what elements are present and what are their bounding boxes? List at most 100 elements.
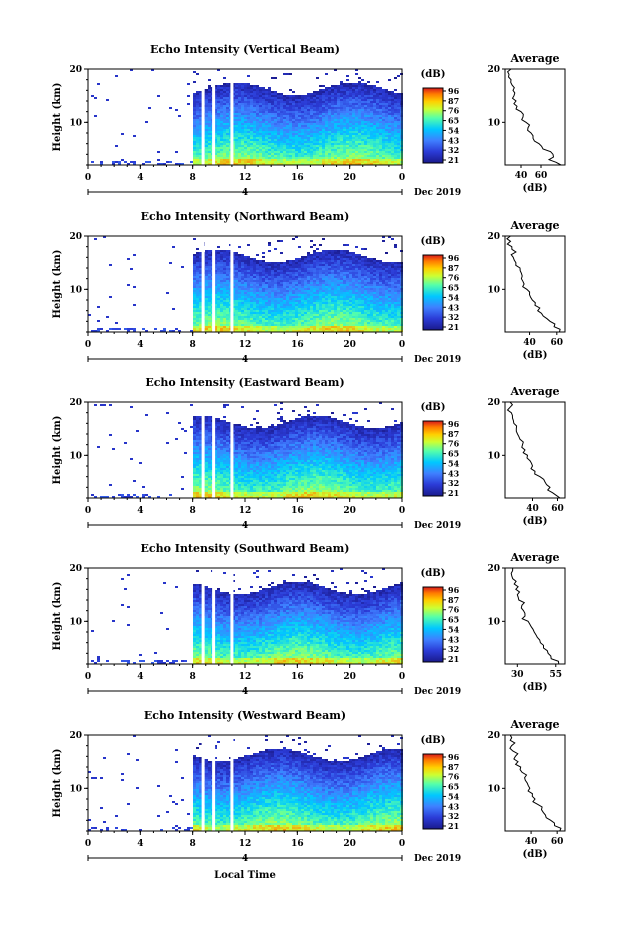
heatmap-cell <box>193 318 196 320</box>
heatmap-cell <box>361 155 364 157</box>
heatmap-cell <box>310 113 313 115</box>
heatmap-cell <box>241 266 244 268</box>
heatmap-cell <box>265 264 268 266</box>
heatmap-cell <box>235 137 238 139</box>
heatmap-cell <box>232 328 235 330</box>
heatmap-cell <box>289 149 292 151</box>
heatmap-cell <box>235 123 238 125</box>
heatmap-cell <box>319 103 322 105</box>
heatmap-cell <box>238 274 241 276</box>
heatmap-cell <box>346 79 349 81</box>
heatmap-cell <box>253 276 256 278</box>
heatmap-cell <box>217 103 220 105</box>
heatmap-cell <box>346 109 349 111</box>
heatmap-cell <box>292 91 295 93</box>
heatmap-cell <box>373 109 376 111</box>
heatmap-cell <box>232 256 235 258</box>
heatmap-cell <box>349 123 352 125</box>
heatmap-cell <box>226 254 229 256</box>
heatmap-cell <box>382 105 385 107</box>
heatmap-cell <box>316 286 319 288</box>
heatmap-cell <box>238 117 241 119</box>
heatmap-cell <box>253 282 256 284</box>
heatmap-cell <box>334 133 337 135</box>
heatmap-cell <box>322 262 325 264</box>
heatmap-cell <box>367 129 370 131</box>
heatmap-cell <box>346 143 349 145</box>
heatmap-cell <box>397 123 400 125</box>
heatmap-cell <box>391 127 394 129</box>
heatmap-cell <box>334 157 337 159</box>
heatmap-cell <box>223 300 226 302</box>
heatmap-cell <box>220 95 223 97</box>
heatmap-cell <box>373 101 376 103</box>
heatmap-cell <box>304 328 307 330</box>
heatmap-cell <box>208 264 211 266</box>
heatmap-cell <box>394 135 397 137</box>
heatmap-cell <box>346 256 349 258</box>
heatmap-cell <box>283 139 286 141</box>
heatmap-cell <box>301 266 304 268</box>
heatmap-cell <box>340 298 343 300</box>
heatmap-cell <box>250 105 253 107</box>
heatmap-cell <box>244 278 247 280</box>
heatmap-cell <box>205 119 208 121</box>
heatmap-cell <box>337 330 340 332</box>
heatmap-cell <box>304 276 307 278</box>
heatmap-cell <box>244 292 247 294</box>
heatmap-cell <box>247 111 250 113</box>
heatmap-cell <box>280 320 283 322</box>
heatmap-cell <box>235 280 238 282</box>
heatmap-cell <box>193 272 196 274</box>
heatmap-cell <box>241 155 244 157</box>
heatmap-cell <box>232 109 235 111</box>
heatmap-cell <box>298 151 301 153</box>
heatmap-cell <box>217 256 220 258</box>
heatmap-cell <box>292 145 295 147</box>
heatmap-cell <box>355 149 358 151</box>
heatmap-cell <box>256 97 259 99</box>
heatmap-cell <box>364 137 367 139</box>
heatmap-cell <box>265 151 268 153</box>
heatmap-cell <box>331 151 334 153</box>
heatmap-cell <box>358 159 361 161</box>
heatmap-cell <box>322 131 325 133</box>
heatmap-cell <box>265 304 268 306</box>
heatmap-cell <box>226 284 229 286</box>
heatmap-cell <box>388 79 391 81</box>
heatmap-cell <box>394 161 397 163</box>
heatmap-cell <box>250 328 253 330</box>
heatmap-cell <box>349 298 352 300</box>
heatmap-cell <box>256 105 259 107</box>
heatmap-cell <box>358 107 361 109</box>
heatmap-cell <box>259 280 262 282</box>
heatmap-cell <box>349 147 352 149</box>
heatmap-cell <box>343 292 346 294</box>
heatmap-cell <box>364 89 367 91</box>
heatmap-cell <box>238 91 241 93</box>
heatmap-cell <box>259 97 262 99</box>
heatmap-cell <box>316 310 319 312</box>
heatmap-cell <box>295 310 298 312</box>
heatmap-cell <box>232 290 235 292</box>
heatmap-cell <box>382 89 385 91</box>
heatmap-cell <box>232 260 235 262</box>
heatmap-cell <box>238 153 241 155</box>
heatmap-cell <box>337 314 340 316</box>
heatmap-cell <box>343 83 346 85</box>
heatmap-cell <box>253 314 256 316</box>
heatmap-cell <box>307 264 310 266</box>
heatmap-cell <box>298 306 301 308</box>
heatmap-cell <box>217 131 220 133</box>
heatmap-cell <box>196 268 199 270</box>
heatmap-cell <box>271 159 274 161</box>
heatmap-cell <box>298 268 301 270</box>
heatmap-cell <box>334 254 337 256</box>
heatmap-cell <box>331 85 334 87</box>
heatmap-cell <box>280 262 283 264</box>
heatmap-cell <box>361 161 364 163</box>
heatmap-cell <box>256 143 259 145</box>
heatmap-cell <box>250 133 253 135</box>
heatmap-cell <box>193 141 196 143</box>
heatmap-cell <box>223 262 226 264</box>
